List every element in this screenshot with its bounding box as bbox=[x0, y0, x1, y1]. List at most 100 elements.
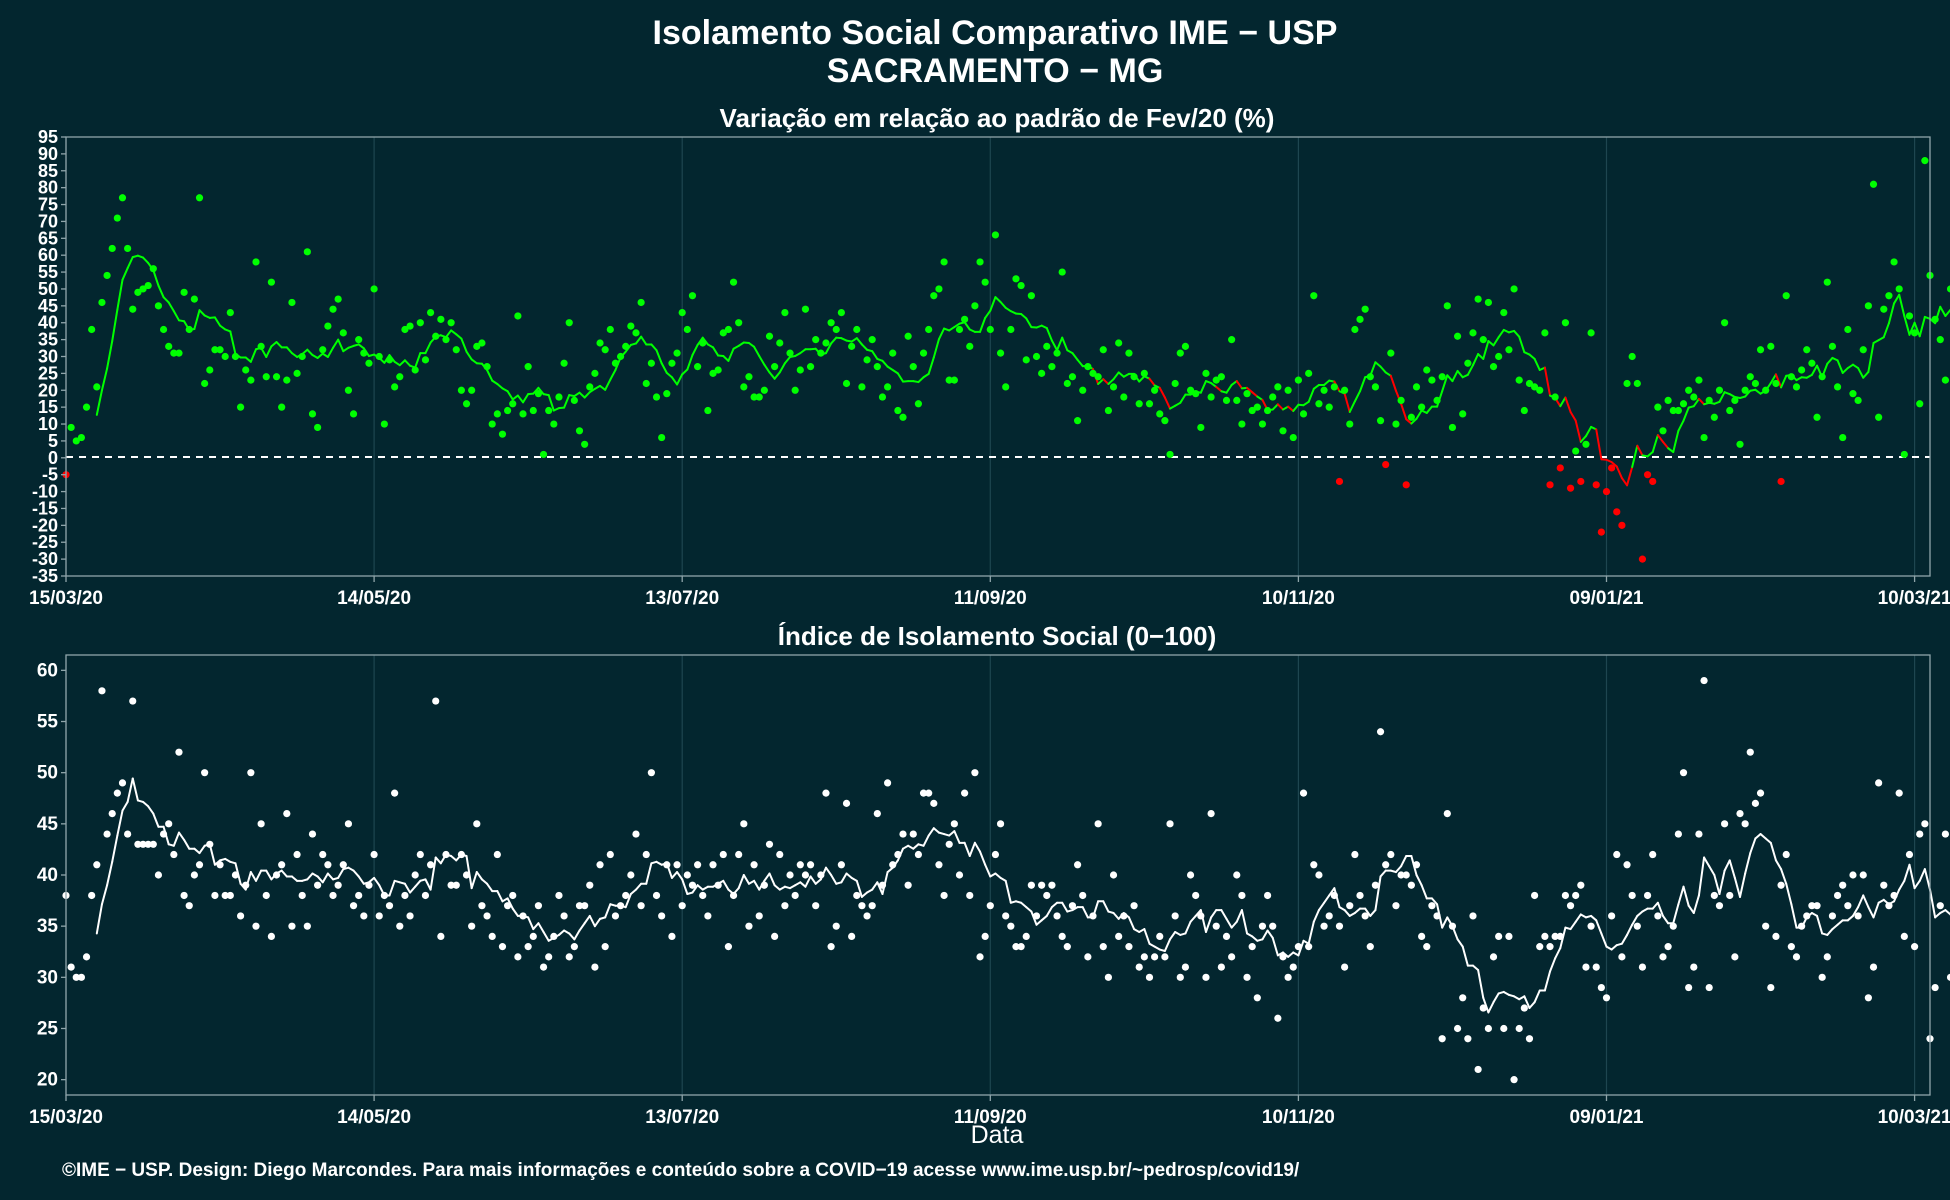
data-point bbox=[201, 769, 209, 777]
data-point bbox=[288, 298, 296, 307]
moving-average-segment bbox=[547, 394, 555, 412]
data-point bbox=[1500, 309, 1508, 317]
data-point bbox=[1597, 528, 1605, 536]
data-point bbox=[1305, 943, 1313, 951]
moving-average-segment bbox=[1071, 352, 1079, 361]
data-point bbox=[940, 891, 948, 900]
moving-average-segment bbox=[1934, 912, 1942, 919]
moving-average-segment bbox=[486, 369, 494, 382]
moving-average-segment bbox=[326, 346, 335, 358]
data-point bbox=[82, 403, 91, 411]
data-point bbox=[1217, 373, 1225, 381]
moving-average-segment bbox=[1759, 833, 1767, 840]
data-point bbox=[570, 396, 578, 404]
moving-average-segment bbox=[1579, 435, 1587, 443]
moving-average-segment bbox=[655, 349, 663, 365]
data-point bbox=[1099, 346, 1107, 354]
data-point bbox=[1679, 769, 1688, 777]
data-point bbox=[1767, 342, 1775, 350]
moving-average-segment bbox=[984, 863, 992, 878]
data-point bbox=[678, 902, 686, 910]
moving-average-segment bbox=[758, 355, 766, 366]
data-point bbox=[1916, 400, 1924, 408]
moving-average-segment bbox=[1513, 329, 1521, 338]
data-point bbox=[539, 963, 548, 971]
moving-average-segment bbox=[450, 854, 458, 862]
data-point bbox=[370, 285, 378, 293]
data-point bbox=[1038, 369, 1046, 377]
data-point bbox=[1433, 396, 1441, 404]
moving-average-segment bbox=[573, 929, 581, 941]
data-point bbox=[129, 697, 137, 705]
data-point bbox=[1849, 871, 1857, 879]
data-point bbox=[1212, 922, 1220, 930]
moving-average-segment bbox=[1415, 874, 1423, 887]
data-point bbox=[1813, 413, 1821, 421]
data-point bbox=[452, 881, 460, 889]
data-point bbox=[622, 342, 630, 350]
y-tick-label: 20 bbox=[37, 1070, 58, 1091]
data-point bbox=[925, 789, 933, 797]
data-point bbox=[1243, 973, 1251, 981]
data-point bbox=[283, 810, 291, 818]
moving-average-segment bbox=[979, 850, 987, 866]
index-panel-title: Índice de Isolamento Social (0−100) bbox=[778, 621, 1217, 651]
data-point bbox=[1156, 410, 1164, 418]
data-point bbox=[498, 430, 507, 438]
moving-average-segment bbox=[244, 356, 252, 363]
data-point bbox=[1643, 891, 1652, 900]
data-point bbox=[159, 325, 168, 334]
data-point bbox=[863, 356, 871, 364]
moving-average-segment bbox=[1610, 461, 1618, 468]
data-point bbox=[991, 850, 1000, 859]
y-tick-label: 40 bbox=[38, 313, 58, 333]
data-point bbox=[883, 779, 892, 787]
data-point bbox=[616, 352, 625, 361]
data-point bbox=[1217, 963, 1225, 971]
x-tick-label: 10/03/21 bbox=[1878, 588, 1950, 609]
moving-average-segment bbox=[896, 372, 905, 383]
data-point bbox=[1505, 346, 1513, 354]
moving-average-segment bbox=[480, 878, 489, 885]
moving-average-segment bbox=[465, 350, 473, 361]
moving-average-segment bbox=[1841, 367, 1849, 374]
data-point bbox=[729, 891, 738, 900]
moving-average-segment bbox=[737, 874, 745, 890]
moving-average-segment bbox=[727, 347, 735, 362]
data-point bbox=[1238, 420, 1246, 428]
data-point bbox=[611, 359, 620, 367]
data-point bbox=[1063, 379, 1071, 388]
moving-average-segment bbox=[1312, 383, 1320, 390]
data-point bbox=[283, 376, 291, 384]
data-point bbox=[1808, 359, 1816, 367]
data-point bbox=[509, 891, 517, 900]
data-point bbox=[1495, 352, 1503, 361]
moving-average-segment bbox=[676, 373, 684, 386]
data-point bbox=[1022, 356, 1030, 364]
moving-average-segment bbox=[1050, 901, 1059, 909]
data-point bbox=[837, 309, 845, 317]
data-point bbox=[385, 356, 394, 364]
moving-average-segment bbox=[886, 866, 894, 874]
data-point bbox=[334, 881, 342, 889]
data-point bbox=[1207, 393, 1215, 401]
moving-average-segment bbox=[994, 296, 1002, 303]
moving-average-segment bbox=[1420, 884, 1428, 900]
moving-average-segment bbox=[403, 359, 412, 367]
moving-average-segment bbox=[578, 922, 586, 932]
data-point bbox=[1089, 369, 1097, 377]
moving-average-segment bbox=[1862, 370, 1870, 379]
moving-average-segment bbox=[737, 341, 745, 347]
data-point bbox=[812, 902, 820, 910]
data-point bbox=[262, 891, 270, 900]
data-point bbox=[1551, 393, 1559, 401]
moving-average-segment bbox=[1692, 397, 1700, 408]
data-point bbox=[421, 356, 430, 364]
moving-average-segment bbox=[999, 300, 1007, 309]
y-tick-label: 25 bbox=[38, 363, 58, 383]
data-point bbox=[760, 386, 768, 394]
data-point bbox=[1561, 891, 1570, 900]
data-point bbox=[1880, 305, 1888, 313]
data-point bbox=[1839, 433, 1847, 442]
data-point bbox=[776, 850, 784, 859]
